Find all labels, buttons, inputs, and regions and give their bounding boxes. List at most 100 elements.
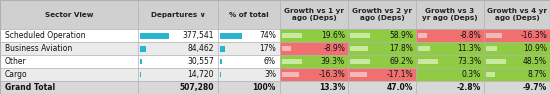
Bar <box>484 0 550 29</box>
Text: 84,462: 84,462 <box>188 44 214 53</box>
Text: -2.8%: -2.8% <box>456 83 481 92</box>
Bar <box>280 42 348 55</box>
Text: 19.6%: 19.6% <box>321 31 345 40</box>
Text: 100%: 100% <box>252 83 276 92</box>
Text: 17%: 17% <box>259 44 276 53</box>
Text: -17.1%: -17.1% <box>386 70 413 79</box>
Text: 48.5%: 48.5% <box>523 57 547 66</box>
Bar <box>418 59 438 64</box>
Text: 6%: 6% <box>264 57 276 66</box>
Bar <box>416 68 484 81</box>
Bar <box>0 42 138 55</box>
Bar <box>484 68 550 81</box>
Bar <box>138 29 218 42</box>
Bar <box>140 46 146 52</box>
Text: 13.3%: 13.3% <box>319 83 345 92</box>
Bar <box>218 81 280 94</box>
Bar <box>348 81 416 94</box>
Bar <box>350 72 367 77</box>
Bar <box>280 55 348 68</box>
Text: 39.3%: 39.3% <box>321 57 345 66</box>
Bar <box>220 72 221 77</box>
Bar <box>140 59 142 64</box>
Text: 377,541: 377,541 <box>183 31 214 40</box>
Bar <box>484 81 550 94</box>
Bar <box>416 0 484 29</box>
Text: Business Aviation: Business Aviation <box>5 44 72 53</box>
Bar <box>280 68 348 81</box>
Bar <box>140 72 141 77</box>
Text: Growth vs 3
yr ago (Deps): Growth vs 3 yr ago (Deps) <box>422 8 478 21</box>
Bar <box>486 72 494 77</box>
Bar <box>138 0 218 29</box>
Bar <box>280 29 348 42</box>
Bar <box>348 0 416 29</box>
Bar <box>138 42 218 55</box>
Bar <box>350 46 368 51</box>
Text: -16.3%: -16.3% <box>318 70 345 79</box>
Bar <box>350 33 370 38</box>
Bar <box>138 55 218 68</box>
Bar <box>218 42 280 55</box>
Bar <box>486 33 502 38</box>
Bar <box>348 55 416 68</box>
Bar <box>282 59 303 64</box>
Bar <box>484 55 550 68</box>
Bar <box>138 68 218 81</box>
Text: 0.3%: 0.3% <box>462 70 481 79</box>
Bar <box>416 55 484 68</box>
Bar <box>486 46 497 51</box>
Bar <box>0 81 138 94</box>
Bar <box>0 29 138 42</box>
Text: 58.9%: 58.9% <box>389 31 413 40</box>
Text: 47.0%: 47.0% <box>387 83 413 92</box>
Text: 507,280: 507,280 <box>179 83 214 92</box>
Bar <box>220 33 242 39</box>
Bar <box>350 59 370 64</box>
Text: Growth vs 4 yr
ago (Deps): Growth vs 4 yr ago (Deps) <box>487 8 547 21</box>
Text: 73.3%: 73.3% <box>457 57 481 66</box>
Text: Other: Other <box>5 57 27 66</box>
Bar <box>418 33 427 38</box>
Text: 8.7%: 8.7% <box>528 70 547 79</box>
Bar <box>218 29 280 42</box>
Bar <box>0 55 138 68</box>
Bar <box>220 59 222 64</box>
Text: % of total: % of total <box>229 12 269 18</box>
Bar <box>0 0 138 29</box>
Bar <box>282 46 291 51</box>
Text: 74%: 74% <box>259 31 276 40</box>
Text: Sector View: Sector View <box>45 12 94 18</box>
Text: 17.8%: 17.8% <box>389 44 413 53</box>
Text: Departures ∨: Departures ∨ <box>151 12 205 18</box>
Bar <box>416 29 484 42</box>
Bar <box>140 33 169 39</box>
Bar <box>348 68 416 81</box>
Text: 69.2%: 69.2% <box>389 57 413 66</box>
Text: -8.8%: -8.8% <box>459 31 481 40</box>
Text: -9.7%: -9.7% <box>522 83 547 92</box>
Bar <box>416 42 484 55</box>
Text: 10.9%: 10.9% <box>523 44 547 53</box>
Text: 30,557: 30,557 <box>187 57 214 66</box>
Bar <box>348 42 416 55</box>
Bar <box>486 59 506 64</box>
Bar <box>220 46 225 52</box>
Bar <box>282 72 299 77</box>
Text: 14,720: 14,720 <box>188 70 214 79</box>
Bar <box>416 81 484 94</box>
Bar <box>348 29 416 42</box>
Text: Scheduled Operation: Scheduled Operation <box>5 31 85 40</box>
Bar <box>218 0 280 29</box>
Bar <box>282 33 302 38</box>
Bar <box>218 68 280 81</box>
Text: -16.3%: -16.3% <box>520 31 547 40</box>
Bar <box>484 42 550 55</box>
Bar <box>418 46 430 51</box>
Bar <box>218 55 280 68</box>
Text: Cargo: Cargo <box>5 70 28 79</box>
Text: 3%: 3% <box>264 70 276 79</box>
Text: Growth vs 2 yr
ago (Deps): Growth vs 2 yr ago (Deps) <box>352 8 412 21</box>
Bar <box>138 81 218 94</box>
Text: -8.9%: -8.9% <box>323 44 345 53</box>
